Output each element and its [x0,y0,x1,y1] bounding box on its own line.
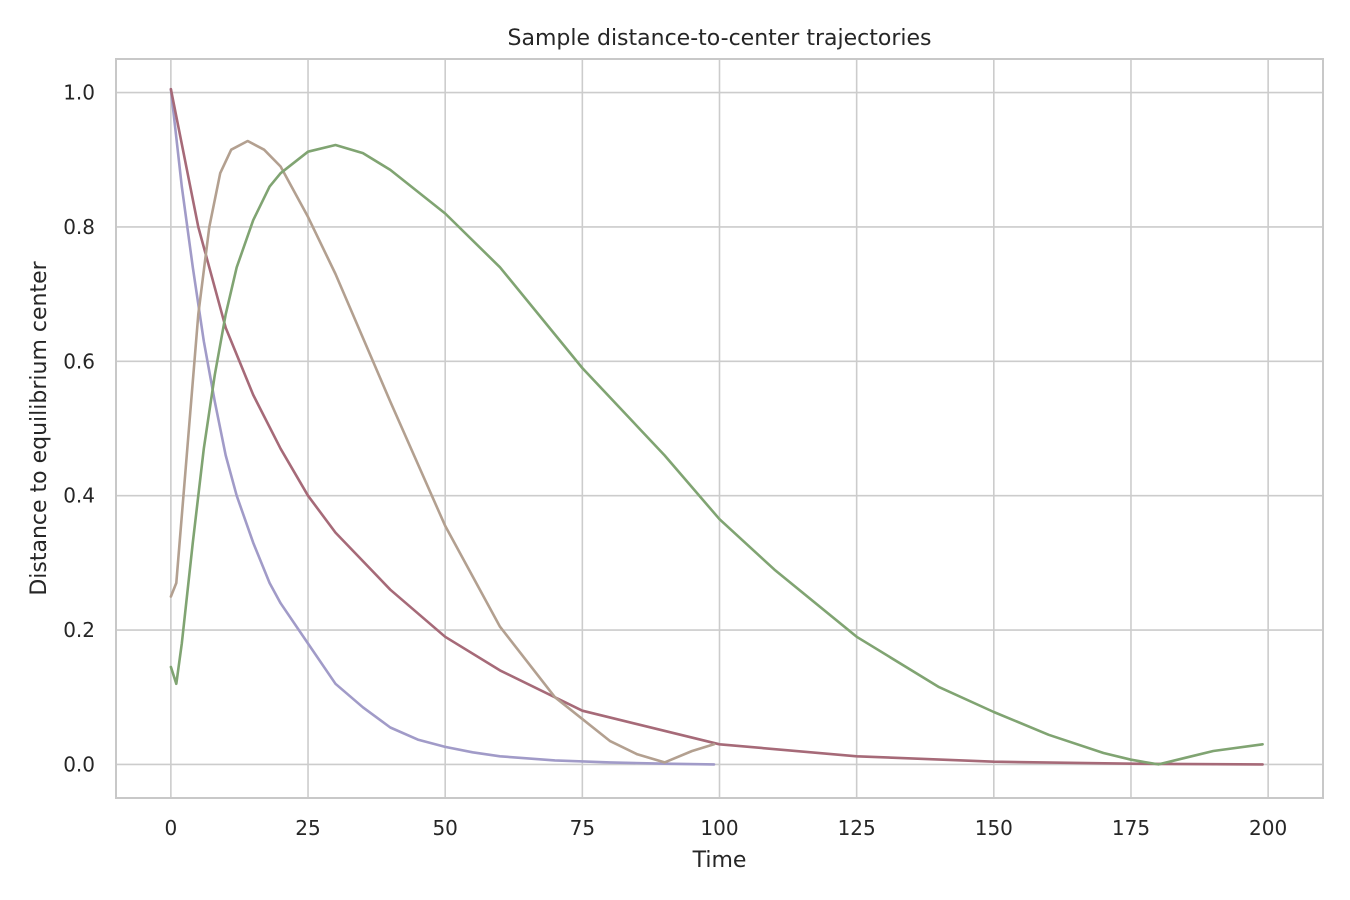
x-tick-label: 50 [432,816,457,840]
y-tick-label: 0.6 [63,349,95,373]
y-tick-label: 0.8 [63,215,95,239]
x-tick-label: 25 [295,816,320,840]
series-line-1 [169,87,716,766]
y-axis-label: Distance to equilibrium center [27,260,52,595]
x-tick-label: 0 [164,816,177,840]
x-tick-labels: 0 25 50 75 100 125 150 175 200 [164,816,1287,840]
plot-frame [115,58,1324,799]
y-tick-label: 0.2 [63,618,95,642]
series-line-2 [169,87,1264,766]
x-tick-label: 125 [838,816,876,840]
y-tick-labels: 0.0 0.2 0.4 0.6 0.8 1.0 [63,81,95,777]
y-tick-label: 0.0 [63,752,95,776]
y-tick-label: 1.0 [63,81,95,105]
x-axis-label: Time [692,848,747,873]
x-tick-label: 100 [700,816,738,840]
series-line-3 [169,139,716,764]
x-tick-label: 75 [570,816,595,840]
series-line-4 [169,143,1264,766]
chart-title: Sample distance-to-center trajectories [508,26,932,51]
y-tick-label: 0.4 [63,484,95,508]
x-tick-label: 175 [1112,816,1150,840]
x-tick-label: 150 [975,816,1013,840]
x-tick-label: 200 [1249,816,1287,840]
grid-lines [116,59,1323,798]
series-lines [169,87,1264,766]
